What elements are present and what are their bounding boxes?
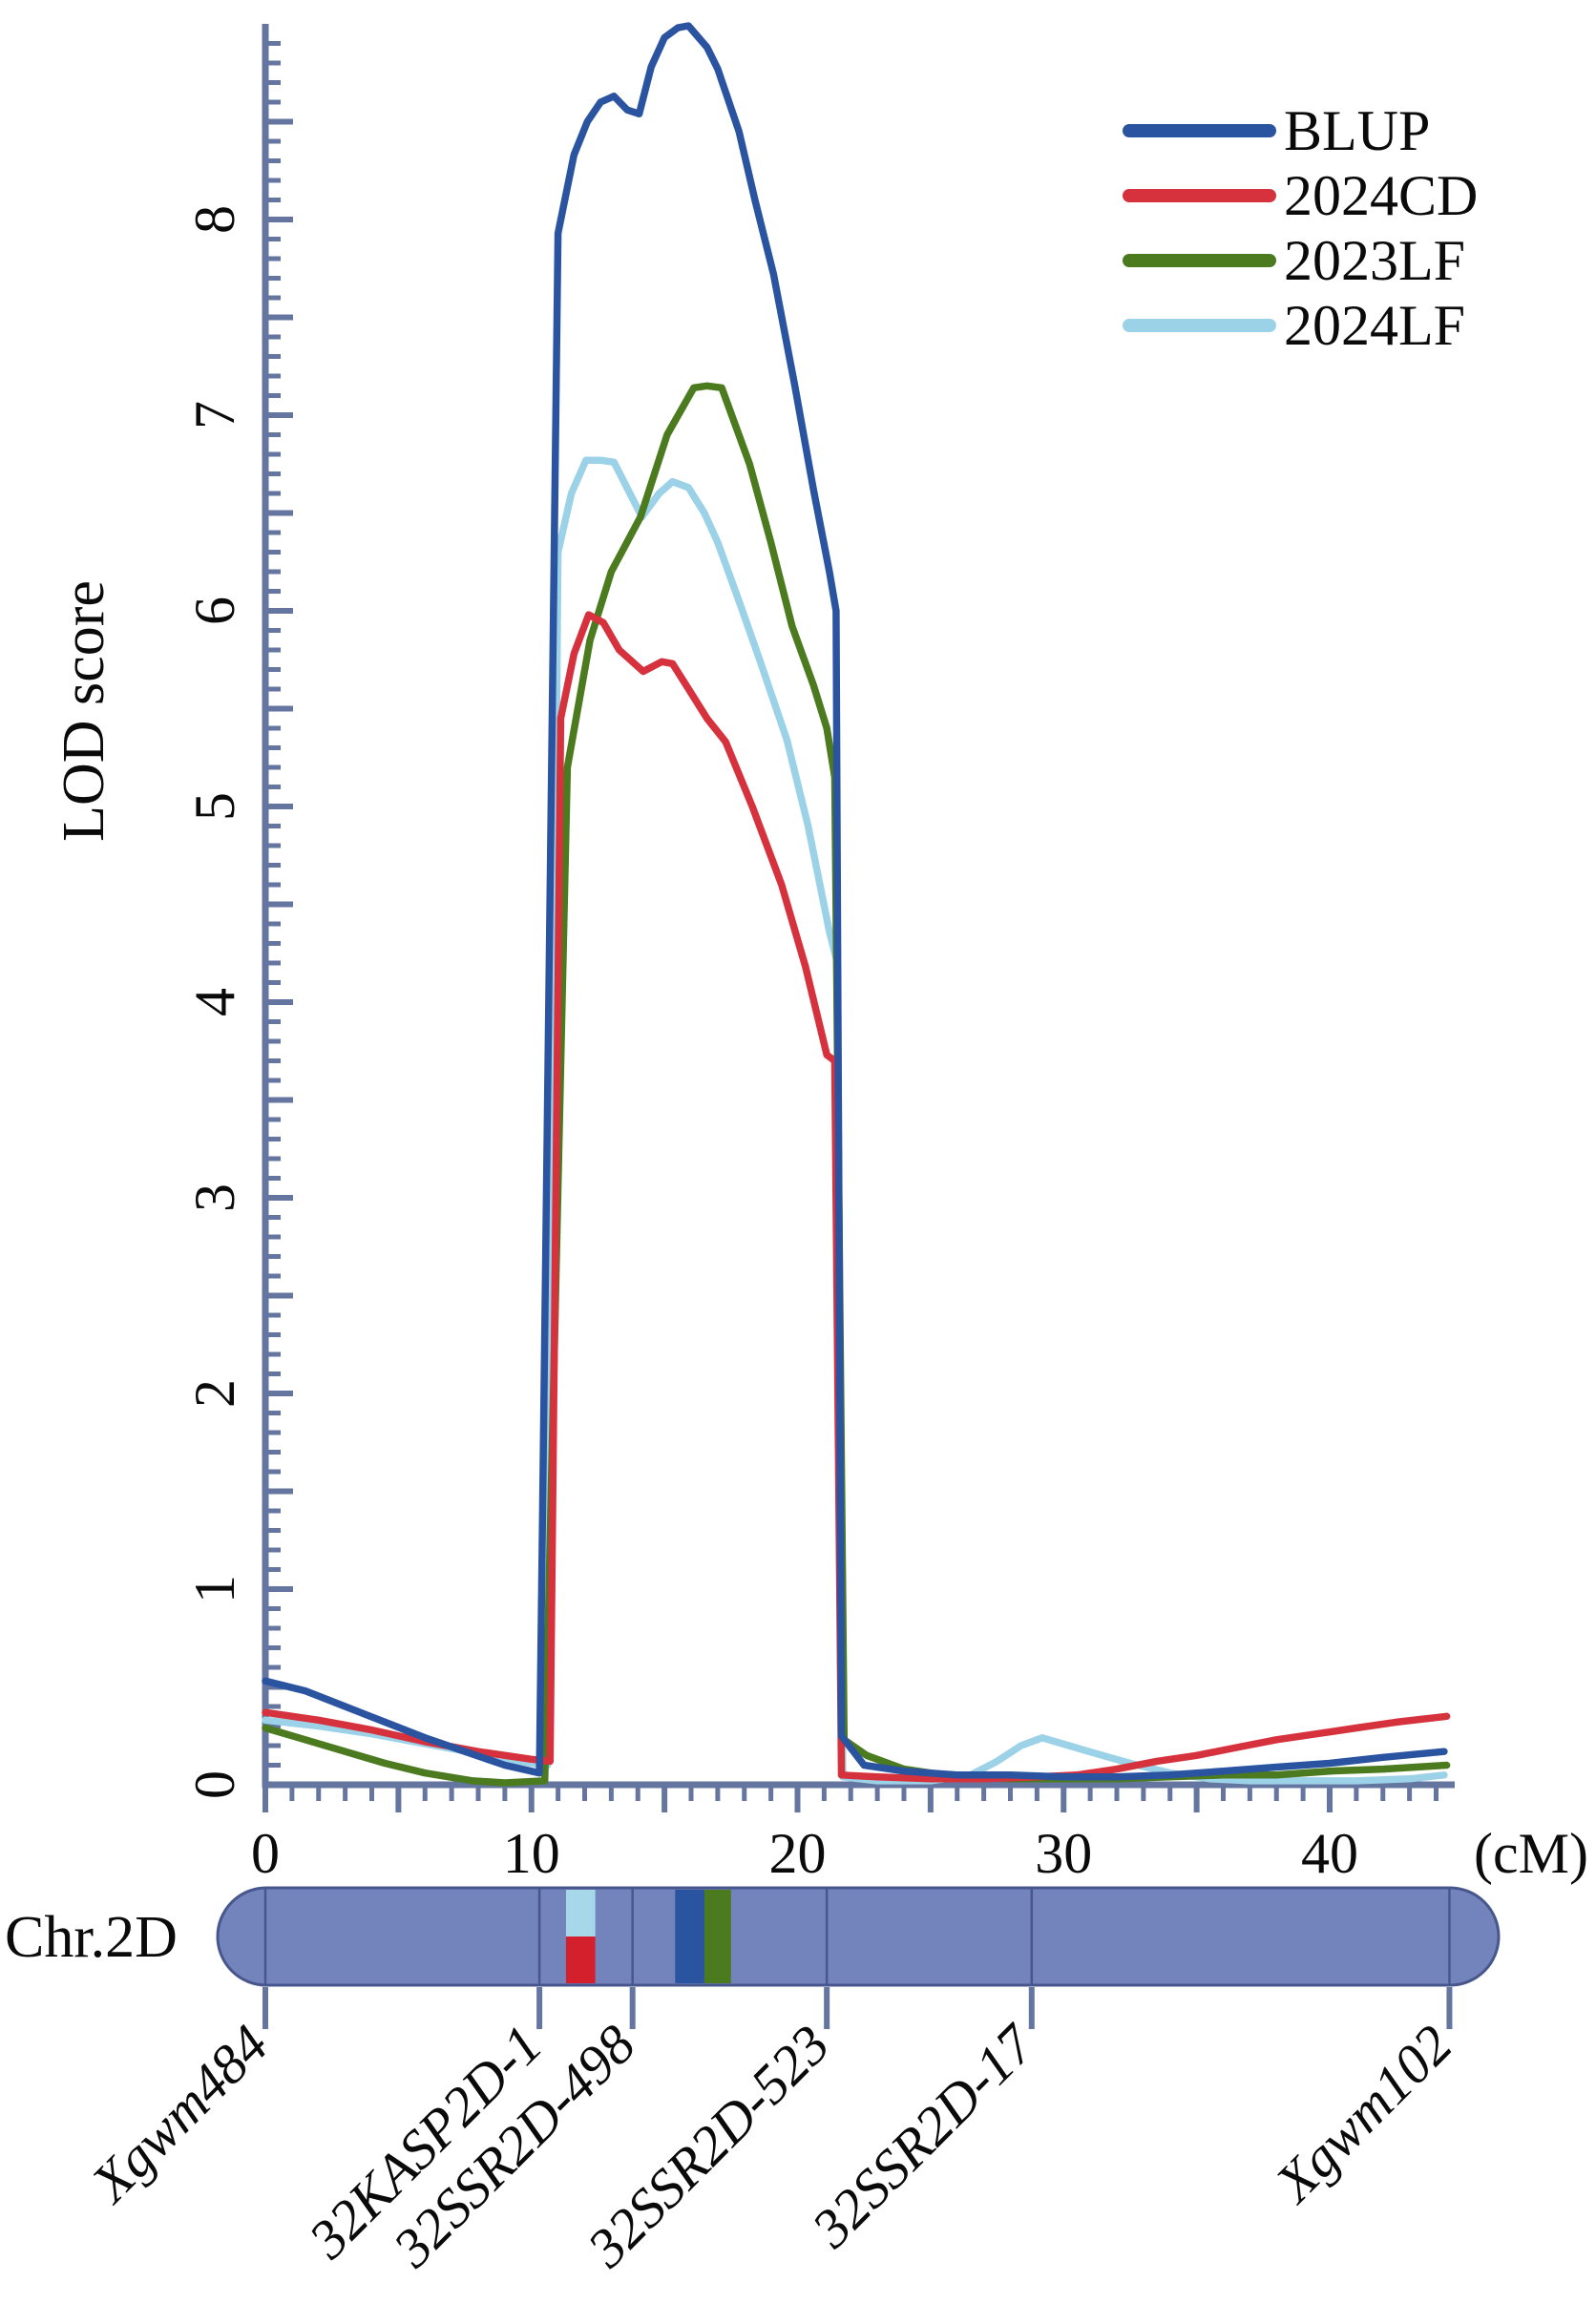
lod-curves <box>262 22 1451 1787</box>
legend-label-2023LF: 2023LF <box>1284 229 1465 292</box>
axis-lines <box>262 24 1455 1789</box>
y-tick-label: 7 <box>183 401 246 429</box>
qtl-band-2023LF <box>704 1890 731 1983</box>
marker-labels: Xgwm484 32KASP2D-132SSR2D-49832SSR2D-5233… <box>78 2012 1464 2279</box>
y-tick-label: 4 <box>183 988 246 1016</box>
y-tick-label: 2 <box>183 1379 246 1408</box>
legend-label-2024LF: 2024LF <box>1284 294 1465 357</box>
curve-BLUP <box>262 22 1448 1781</box>
chromosome-ideogram <box>216 1886 1501 2029</box>
legend-item-2024LF: 2024LF <box>1123 294 1465 357</box>
y-tick-label: 1 <box>183 1575 246 1603</box>
curve-2024LF <box>262 456 1448 1785</box>
x-tick-label: 10 <box>503 1822 560 1885</box>
legend-item-2024CD: 2024CD <box>1123 164 1478 227</box>
y-tick-label: 8 <box>183 205 246 234</box>
marker-label-Xgwm102: Xgwm102 <box>1262 2013 1463 2214</box>
legend-label-2024CD: 2024CD <box>1284 164 1478 227</box>
legend-item-2023LF: 2023LF <box>1123 229 1465 292</box>
axes <box>262 24 1455 1789</box>
qtl-band-BLUP <box>675 1890 704 1983</box>
qtl-band-2024CD <box>565 1937 596 1983</box>
x-tick-label: 30 <box>1035 1822 1092 1885</box>
y-axis-ticks: 0 1 2 3 4 5 6 7 8 <box>183 41 293 1799</box>
marker-label-Xgwm484: Xgwm484 <box>78 2013 280 2214</box>
chromosome-bar <box>216 1886 1501 1987</box>
y-tick-label: 0 <box>183 1770 246 1799</box>
y-tick-label: 5 <box>183 792 246 821</box>
x-axis-unit-label: (cM) <box>1474 1822 1588 1885</box>
legend-label-BLUP: BLUP <box>1284 99 1430 162</box>
curve-2024CD <box>262 611 1451 1783</box>
y-axis-title: LOD score <box>52 580 116 842</box>
y-tick-label: 3 <box>183 1183 246 1212</box>
x-tick-label: 0 <box>251 1822 280 1885</box>
legend-item-BLUP: BLUP <box>1123 99 1430 162</box>
curve-2023LF <box>262 382 1451 1787</box>
x-axis-ticks: 0 10 20 30 40 <box>251 1788 1438 1885</box>
qtl-band-2024LF <box>565 1890 596 1937</box>
chromosome-label: Chr.2D <box>5 1905 178 1970</box>
x-tick-label: 20 <box>769 1822 827 1885</box>
marker-label-32SSR2D-17: 32SSR2D-17 <box>799 2012 1047 2260</box>
y-tick-label: 6 <box>183 597 246 625</box>
x-tick-label: 40 <box>1301 1822 1358 1885</box>
